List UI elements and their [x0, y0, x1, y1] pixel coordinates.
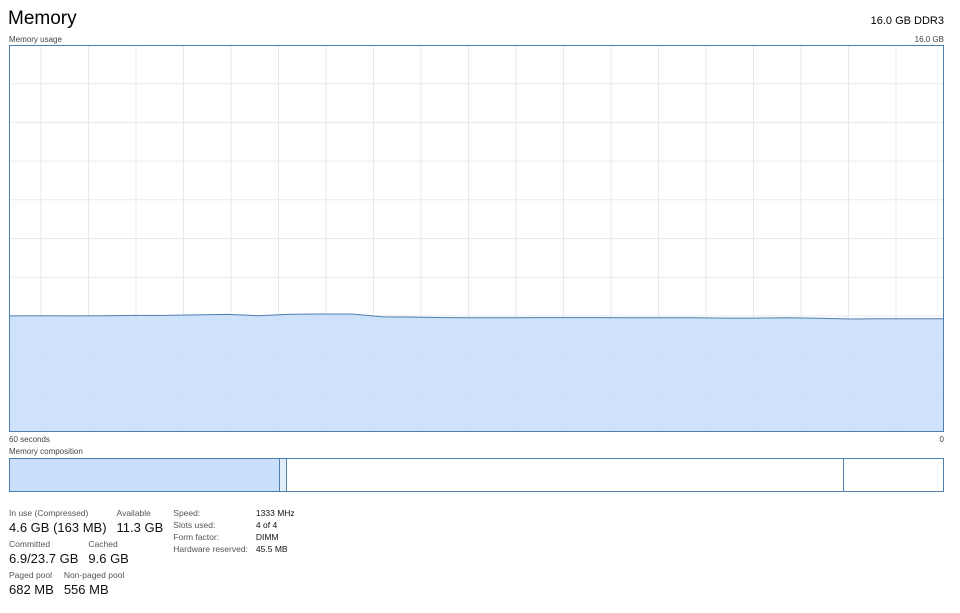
- available-stat: Available 11.3 GB: [117, 508, 164, 536]
- committed-stat: Committed 6.9/23.7 GB: [9, 539, 78, 567]
- in-use-label: In use (Compressed): [9, 508, 89, 518]
- available-label: Available: [116, 508, 151, 518]
- stats-row: Paged pool 682 MB Non-paged pool 556 MB: [9, 570, 163, 598]
- non-paged-pool-stat: Non-paged pool 556 MB: [64, 570, 125, 598]
- available-value: 11.3 GB: [116, 520, 164, 535]
- graph-time-start: 60 seconds: [9, 435, 50, 444]
- stats-block: In use (Compressed) 4.6 GB (163 MB) Avai…: [9, 508, 163, 598]
- cached-value: 9.6 GB: [88, 551, 129, 566]
- graph-max-label: 16.0 GB: [914, 35, 944, 44]
- committed-label: Committed: [9, 539, 51, 549]
- detail-label: Slots used:: [173, 520, 216, 530]
- detail-value: 1333 MHz: [255, 508, 295, 518]
- graph-time-end: 0: [939, 435, 944, 444]
- paged-pool-value: 682 MB: [9, 582, 54, 597]
- details-list: Speed: 1333 MHz Slots used: 4 of 4 Form …: [173, 508, 294, 555]
- graph-border: [9, 45, 944, 432]
- detail-value: 45.5 MB: [255, 544, 288, 554]
- in-use-value: 4.6 GB (163 MB): [9, 520, 107, 535]
- paged-pool-label: Paged pool: [9, 570, 53, 580]
- non-paged-pool-value: 556 MB: [63, 582, 109, 597]
- graph-label: Memory usage: [9, 35, 62, 44]
- cached-label: Cached: [88, 539, 118, 549]
- detail-value: 4 of 4: [255, 520, 278, 530]
- non-paged-pool-label: Non-paged pool: [63, 570, 125, 580]
- composition-modified[interactable]: [280, 459, 287, 491]
- cached-stat: Cached 9.6 GB: [88, 539, 128, 567]
- usage-line: [9, 313, 944, 320]
- memory-spec: 16.0 GB DDR3: [870, 15, 944, 27]
- page-title: Memory: [8, 8, 77, 29]
- detail-value: DIMM: [255, 532, 279, 542]
- composition-standby[interactable]: [287, 459, 844, 491]
- in-use-stat: In use (Compressed) 4.6 GB (163 MB): [9, 508, 107, 536]
- memory-usage-graph: [9, 45, 944, 432]
- stats-row: In use (Compressed) 4.6 GB (163 MB) Avai…: [9, 508, 163, 536]
- memory-stats-area: In use (Compressed) 4.6 GB (163 MB) Avai…: [9, 508, 295, 598]
- paged-pool-stat: Paged pool 682 MB: [9, 570, 54, 598]
- detail-label: Hardware reserved:: [173, 544, 248, 554]
- committed-value: 6.9/23.7 GB: [9, 551, 79, 566]
- detail-label: Form factor:: [173, 532, 220, 542]
- usage-area: [9, 314, 944, 432]
- composition-free[interactable]: [844, 459, 944, 491]
- detail-label: Speed:: [173, 508, 201, 518]
- memory-composition-bar: [9, 458, 944, 492]
- composition-label: Memory composition: [9, 447, 83, 456]
- composition-in-use[interactable]: [10, 459, 280, 491]
- stats-row: Committed 6.9/23.7 GB Cached 9.6 GB: [9, 539, 163, 567]
